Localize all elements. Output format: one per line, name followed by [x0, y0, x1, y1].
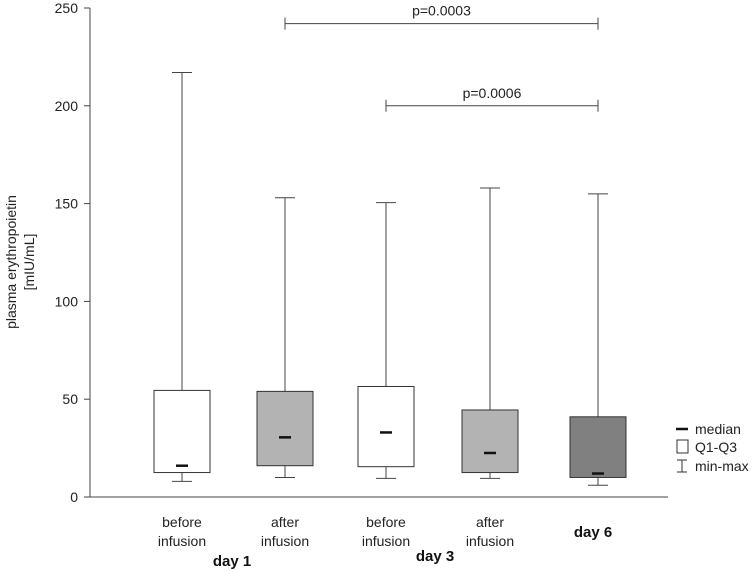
y-ticks: 0 50 100 150 200 250 [55, 0, 90, 505]
x-label-1-line1: before [162, 514, 202, 530]
legend: median Q1-Q3 min-max [676, 421, 749, 474]
y-axis-label-line1: plasma erythropoietin [3, 195, 19, 329]
y-tick-label: 150 [55, 196, 79, 212]
x-label-1-line2: infusion [158, 533, 206, 549]
x-label-3-line1: before [366, 514, 406, 530]
significance-brackets: p=0.0003 p=0.0006 [284, 3, 599, 112]
box-q1-q3 [569, 416, 627, 478]
boxes [153, 72, 627, 486]
x-label-3-line2: infusion [362, 533, 410, 549]
box-4 [461, 187, 519, 479]
p-value-label: p=0.0006 [463, 85, 522, 101]
box-5 [569, 193, 627, 486]
x-label-4-line1: after [476, 514, 504, 530]
group-label-day3: day 3 [416, 548, 454, 565]
box-q1-q3 [357, 385, 415, 468]
box-q1-q3 [461, 409, 519, 474]
y-tick-label: 0 [70, 489, 78, 505]
x-label-2-line2: infusion [261, 533, 309, 549]
group-label-day6: day 6 [574, 524, 612, 541]
bracket-2: p=0.0006 [385, 85, 599, 112]
y-tick-label: 50 [62, 391, 78, 407]
box-1 [153, 72, 211, 482]
x-label-4-line2: infusion [466, 533, 514, 549]
p-value-label: p=0.0003 [412, 3, 471, 19]
legend-whisker-icon [677, 459, 687, 473]
x-label-2-line1: after [271, 514, 299, 530]
legend-box-icon [676, 439, 689, 454]
legend-median-label: median [695, 421, 741, 437]
y-tick-label: 200 [55, 98, 79, 114]
box-q1-q3 [256, 390, 314, 467]
y-tick-label: 100 [55, 293, 79, 309]
y-tick-label: 250 [55, 0, 79, 16]
box-q1-q3 [153, 389, 211, 474]
legend-whisker-label: min-max [695, 458, 749, 474]
y-axis-label-line2: [mIU/mL] [21, 234, 37, 291]
box-2 [256, 197, 314, 478]
legend-box-label: Q1-Q3 [695, 439, 737, 455]
bracket-1: p=0.0003 [284, 3, 599, 30]
box-3 [357, 202, 415, 479]
group-label-day1: day 1 [213, 553, 251, 570]
